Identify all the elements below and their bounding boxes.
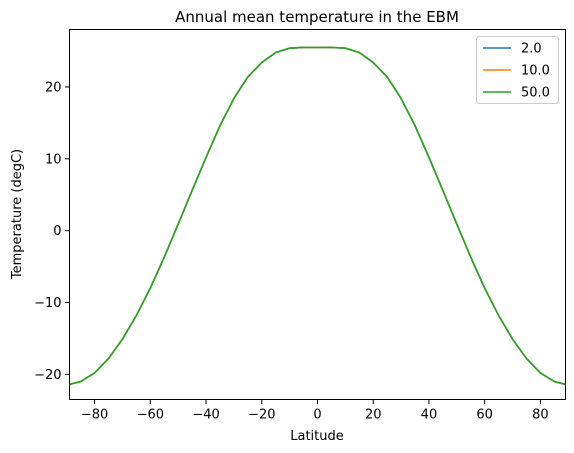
- legend-label-1: 10.0: [521, 64, 550, 79]
- x-tick-label: 20: [365, 408, 382, 423]
- x-tick-label: −20: [248, 408, 275, 423]
- x-axis-ticks: −80 −60 −40 −20 0 20 40 60 80: [81, 399, 549, 423]
- x-tick-label: 80: [532, 408, 549, 423]
- x-tick-label: −40: [192, 408, 219, 423]
- series-line-2: [69, 46, 566, 386]
- y-axis-label: Temperature (degC): [10, 149, 25, 280]
- x-tick-label: 60: [476, 408, 493, 423]
- legend-label-0: 2.0: [521, 42, 542, 57]
- y-tick-label: 20: [45, 80, 62, 95]
- legend-label-2: 50.0: [521, 86, 550, 101]
- legend-items: 2.0 10.0 50.0: [483, 42, 550, 101]
- y-tick-label: −20: [34, 368, 61, 383]
- x-tick-label: −80: [81, 408, 108, 423]
- x-tick-label: 40: [421, 408, 438, 423]
- series-layer: [69, 46, 566, 386]
- y-tick-label: 0: [53, 224, 61, 239]
- legend: 2.0 10.0 50.0: [476, 36, 559, 104]
- x-axis-label: Latitude: [290, 429, 344, 444]
- x-tick-label: −60: [137, 408, 164, 423]
- y-axis-ticks: −20 −10 0 10 20: [34, 80, 70, 383]
- y-tick-label: −10: [34, 296, 61, 311]
- chart-title: Annual mean temperature in the EBM: [175, 8, 459, 26]
- x-tick-label: 0: [313, 408, 321, 423]
- y-tick-label: 10: [45, 152, 62, 167]
- legend-box: [476, 36, 559, 104]
